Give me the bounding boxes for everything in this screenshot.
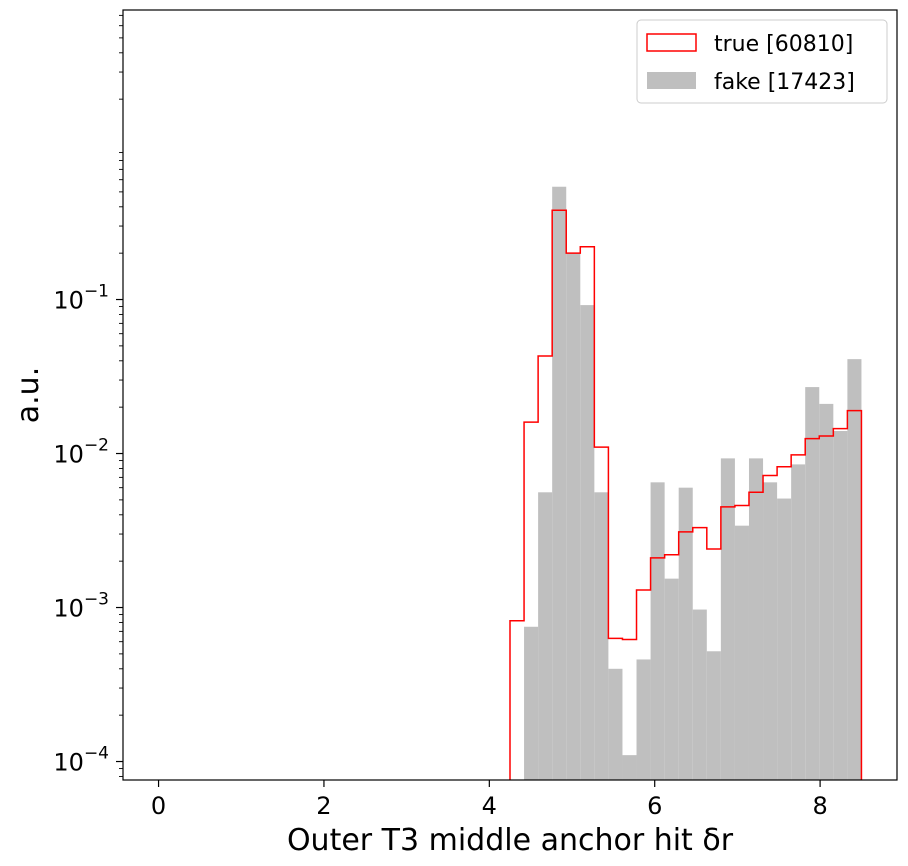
fake-bar [748, 458, 764, 780]
fake-bar [580, 305, 595, 780]
y-axis-label: a.u. [11, 367, 46, 423]
legend-label-fake: fake [17423] [714, 70, 855, 95]
y-tick-label: 10−3 [53, 590, 109, 623]
fake-bar [664, 578, 679, 780]
legend-label-true: true [60810] [714, 32, 853, 57]
fake-bar [692, 609, 707, 780]
legend-swatch-true [646, 33, 697, 52]
fake-bar [777, 498, 792, 780]
fake-bar [552, 186, 567, 781]
x-axis: 0 2 4 6 8 [151, 780, 828, 820]
legend: true [60810] fake [17423] [636, 19, 888, 104]
x-tick-label: 8 [812, 792, 827, 820]
fake-bar [524, 626, 539, 780]
fake-bar [538, 492, 553, 780]
fake-bar [847, 359, 862, 780]
x-axis-label: Outer T3 middle anchor hit δr [287, 823, 734, 858]
legend-swatch-fake [647, 72, 696, 89]
fake-bar [819, 403, 834, 780]
plot-area [509, 186, 863, 781]
fake-bar [566, 253, 581, 780]
fake-bar [833, 431, 848, 780]
fake-bar [734, 525, 749, 780]
fake-bar [720, 458, 735, 780]
true-step-line [509, 209, 863, 780]
fake-bar [805, 387, 820, 780]
plot-frame [122, 9, 898, 781]
y-axis: 10−1 10−2 10−3 10−4 [53, 14, 123, 777]
fake-bar [622, 755, 637, 780]
x-tick-label: 0 [151, 792, 166, 820]
fake-bar [763, 482, 778, 780]
fake-bar [650, 482, 665, 780]
fake-bar [594, 492, 609, 780]
x-tick-label: 4 [482, 792, 497, 820]
y-tick-label: 10−2 [53, 436, 109, 469]
x-tick-label: 6 [647, 792, 662, 820]
y-tick-label: 10−1 [53, 282, 109, 315]
fake-bar [608, 668, 623, 780]
fake-bar [678, 487, 693, 780]
legend-box [636, 19, 888, 104]
y-tick-label: 10−4 [53, 744, 109, 777]
fake-bar [706, 651, 721, 780]
fake-bar [636, 659, 651, 780]
fake-bar [791, 464, 806, 780]
x-tick-label: 2 [316, 792, 331, 820]
